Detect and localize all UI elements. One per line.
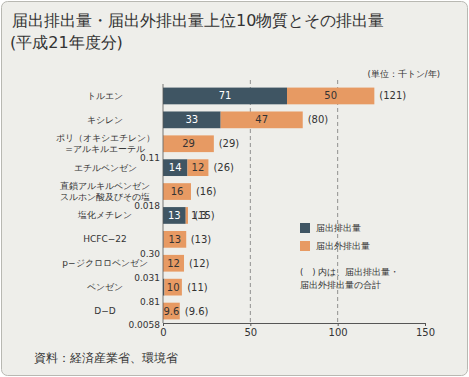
data-label: 71 — [219, 90, 232, 101]
data-label: 0.11 — [140, 153, 160, 163]
x-tick-mark — [250, 323, 251, 326]
data-label: 0.018 — [134, 201, 160, 211]
category-labels: トルエンキシレンポリ（オキシエチレン）=アルキルエーテルエチルベンゼン直鎖アルキ… — [56, 91, 155, 316]
x-tick-mark — [338, 323, 339, 326]
bar-segment — [287, 88, 374, 105]
unit-label: (単位：千トン/年) — [368, 69, 441, 79]
category-label: トルエン — [87, 91, 123, 101]
bar-segment — [163, 207, 186, 224]
data-label: 0.0058 — [129, 320, 161, 330]
title: 届出排出量・届出外排出量上位10物質とその排出量 — [12, 11, 384, 30]
category-label: 直鎖アルキルベンゼンスルホン酸及びその塩 — [60, 181, 150, 202]
total-label: (26) — [213, 162, 234, 173]
data-labels: 71 33 0.11 14 0.018 13 0.30 0.031 0.81 0.0058 50 47… — [129, 90, 338, 330]
data-label: 9.6 — [163, 306, 179, 317]
bar-segment — [163, 255, 184, 272]
bar-segment — [186, 207, 188, 224]
bar-segment — [163, 159, 187, 176]
data-label: 0.30 — [140, 249, 160, 259]
legend-swatch — [300, 241, 310, 251]
category-label: D−D — [94, 306, 115, 316]
x-axis: 0 50 100 150 — [160, 323, 435, 338]
x-tick: 150 — [416, 323, 435, 338]
category-label: キシレン — [87, 115, 123, 125]
category-label: ベンゼン — [87, 282, 123, 292]
source: 資料：経済産業省、環境省 — [34, 351, 178, 365]
category-label: p−ジクロロベンゼン — [62, 258, 147, 268]
data-label: 10 — [167, 282, 180, 293]
total-label: (12) — [189, 258, 210, 269]
bar-segment — [164, 279, 181, 296]
category-label: エチルベンゼン — [74, 163, 137, 173]
data-label: 0.81 — [140, 297, 160, 307]
category-label: HCFC−22 — [83, 234, 127, 244]
bar-segment — [221, 111, 303, 128]
total-label: (11) — [187, 282, 208, 293]
total-label: (9.6) — [185, 306, 209, 317]
data-label: 33 — [185, 114, 198, 125]
total-label: (80) — [308, 114, 329, 125]
data-label: 13 — [169, 234, 182, 245]
data-label: 14 — [169, 162, 182, 173]
x-tick: 50 — [244, 323, 257, 338]
category-label: ポリ（オキシエチレン）=アルキルエーテル — [56, 133, 155, 154]
x-tick-label: 150 — [416, 327, 435, 338]
data-label: 13 — [168, 210, 181, 221]
x-tick: 0 — [160, 323, 166, 338]
annotation: ( ) 内は、届出排出量・ — [300, 267, 399, 277]
chart-root: 届出排出量・届出外排出量上位10物質とその排出量 (平成21年度分) (単位：千トン… — [0, 0, 469, 377]
x-tick-mark — [163, 323, 164, 326]
y-axis-line — [163, 84, 164, 323]
x-tick: 100 — [329, 323, 348, 338]
x-tick-label: 0 — [160, 327, 166, 338]
legend-swatch — [300, 223, 310, 233]
data-label: 47 — [255, 114, 268, 125]
x-tick-mark — [425, 323, 426, 326]
bar-segment — [163, 111, 221, 128]
x-tick-label: 100 — [329, 327, 348, 338]
data-label: 12 — [192, 162, 205, 173]
x-axis-line — [164, 323, 426, 324]
data-label: 16 — [171, 186, 184, 197]
bar-segment — [163, 135, 214, 152]
data-label: 0.031 — [134, 273, 160, 283]
legend-label: 届出外排出量 — [316, 241, 370, 251]
total-label: (16) — [196, 186, 217, 197]
legend: 届出排出量届出外排出量 ( ) 内は、届出排出量・届出外排出量の合計 — [300, 223, 399, 290]
total-label: (29) — [219, 138, 240, 149]
legend-label: 届出排出量 — [316, 223, 361, 233]
background — [2, 2, 468, 376]
annotation: 届出外排出量の合計 — [300, 280, 381, 290]
bar-segment — [187, 159, 208, 176]
data-label: 50 — [324, 90, 337, 101]
total-label: (13) — [191, 234, 212, 245]
total-label: (121) — [379, 90, 406, 101]
bar-segment — [163, 183, 191, 200]
data-label: 29 — [182, 138, 195, 149]
bar-segment — [164, 231, 187, 248]
x-tick-label: 50 — [244, 327, 257, 338]
subtitle: (平成21年度分) — [10, 33, 123, 52]
data-label: 12 — [167, 258, 180, 269]
bar-segment — [163, 303, 180, 320]
totals: (121) (80) (29) (26) (16) (15) (13) (12) (11) (9.… — [185, 90, 407, 316]
total-label: (15) — [194, 210, 215, 221]
bar-segment — [163, 88, 287, 105]
category-label: 塩化メチレン — [77, 210, 132, 220]
